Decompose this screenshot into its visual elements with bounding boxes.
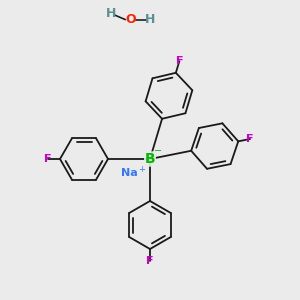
Text: Na: Na <box>121 167 137 178</box>
Text: F: F <box>146 256 154 266</box>
Text: B: B <box>145 152 155 166</box>
Text: +: + <box>138 165 145 174</box>
Text: H: H <box>145 13 155 26</box>
Text: F: F <box>44 154 52 164</box>
Text: F: F <box>176 56 183 66</box>
Text: F: F <box>246 134 254 144</box>
Text: O: O <box>125 13 136 26</box>
Text: −: − <box>154 146 163 156</box>
Text: H: H <box>106 7 116 20</box>
